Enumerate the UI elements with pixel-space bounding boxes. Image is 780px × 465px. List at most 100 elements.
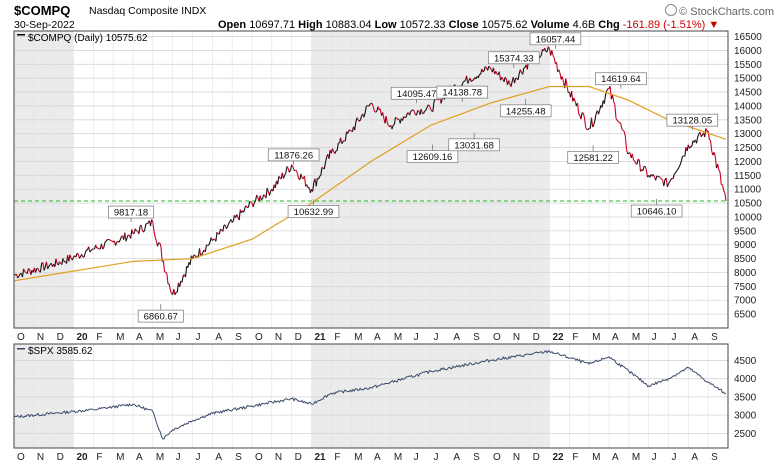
price-segment bbox=[88, 246, 91, 253]
x-tick-label: M bbox=[632, 452, 640, 463]
price-segment bbox=[303, 176, 307, 187]
x-tick-label: 21 bbox=[315, 332, 327, 343]
x-tick-label: J bbox=[652, 332, 657, 343]
price-segment bbox=[341, 141, 344, 145]
y-tick-label: 11000 bbox=[734, 185, 762, 196]
y-tick-label: 6500 bbox=[734, 310, 757, 321]
y-tick-label: 2500 bbox=[734, 429, 757, 440]
x-tick-label: S bbox=[235, 452, 242, 463]
price-segment bbox=[571, 90, 574, 102]
price-segment bbox=[247, 201, 251, 208]
price-segment bbox=[81, 254, 84, 258]
y-tick-label: 14000 bbox=[734, 101, 762, 112]
price-segment bbox=[159, 242, 162, 248]
price-segment bbox=[300, 173, 303, 179]
price-segment bbox=[254, 194, 258, 202]
price-segment bbox=[678, 164, 681, 168]
x-tick-label: N bbox=[275, 332, 282, 343]
price-segment bbox=[62, 258, 65, 263]
volume-value: 4.6B bbox=[572, 19, 596, 31]
x-tick-label: M bbox=[156, 332, 164, 343]
price-segment bbox=[323, 162, 327, 170]
price-segment bbox=[198, 248, 202, 256]
annotation-box bbox=[108, 205, 154, 219]
credit-link[interactable]: © StockCharts.com bbox=[665, 4, 774, 18]
price-segment bbox=[319, 174, 322, 177]
price-segment bbox=[587, 127, 590, 131]
price-segment bbox=[220, 228, 223, 231]
x-tick-label: O bbox=[17, 452, 25, 463]
y-tick-label: 4000 bbox=[734, 374, 757, 385]
y-tick-label: 10500 bbox=[734, 199, 762, 210]
price-segment bbox=[166, 273, 169, 285]
price-segment bbox=[189, 255, 192, 265]
price-segment bbox=[622, 129, 625, 132]
annotation-box bbox=[287, 205, 340, 218]
x-tick-label: 22 bbox=[553, 332, 565, 343]
price-segment bbox=[669, 179, 672, 183]
x-tick-label: O bbox=[493, 332, 501, 343]
price-segment bbox=[718, 169, 721, 173]
price-segment bbox=[617, 121, 620, 124]
price-segment bbox=[677, 167, 680, 170]
price-segment bbox=[695, 137, 699, 144]
legend-swatch bbox=[17, 34, 25, 36]
x-tick-label: M bbox=[354, 452, 362, 463]
price-segment bbox=[624, 136, 628, 150]
x-tick-label: S bbox=[711, 332, 718, 343]
ticker-symbol: $COMPQ bbox=[14, 3, 71, 18]
price-segment bbox=[225, 226, 228, 229]
price-segment bbox=[69, 254, 72, 259]
price-segment bbox=[522, 67, 525, 75]
price-segment bbox=[103, 242, 106, 248]
price-segment bbox=[623, 131, 626, 137]
spx-line bbox=[13, 350, 726, 440]
price-segment bbox=[306, 184, 309, 189]
price-segment bbox=[615, 118, 618, 121]
annotation-label: 14255.48 bbox=[506, 106, 546, 117]
price-segment bbox=[21, 268, 25, 278]
price-segment bbox=[673, 172, 676, 175]
x-tick-label: A bbox=[691, 452, 698, 463]
x-tick-label: 22 bbox=[553, 452, 565, 463]
price-segment bbox=[408, 111, 412, 116]
price-segment bbox=[263, 194, 266, 197]
price-segment bbox=[231, 220, 234, 223]
price-segment bbox=[713, 152, 716, 157]
x-tick-label: D bbox=[533, 452, 540, 463]
y-tick-label: 13000 bbox=[734, 129, 762, 140]
x-tick-label: F bbox=[334, 452, 340, 463]
annotation-box bbox=[406, 150, 459, 163]
price-segment bbox=[286, 166, 289, 169]
x-tick-label: F bbox=[96, 332, 102, 343]
price-segment bbox=[371, 103, 374, 108]
price-segment bbox=[91, 248, 94, 250]
price-segment bbox=[613, 101, 616, 105]
price-segment bbox=[580, 112, 583, 120]
close-label: Close bbox=[448, 19, 479, 31]
price-segment bbox=[432, 101, 435, 112]
price-segment bbox=[165, 271, 168, 274]
price-segment bbox=[498, 71, 502, 81]
price-segment bbox=[558, 69, 561, 74]
down-arrow-icon: ▼ bbox=[708, 19, 720, 31]
y-tick-label: 3500 bbox=[734, 392, 757, 403]
price-segment bbox=[625, 149, 629, 155]
price-segment bbox=[317, 175, 321, 180]
x-tick-label: D bbox=[295, 452, 302, 463]
price-segment bbox=[391, 125, 394, 130]
price-segment bbox=[95, 244, 98, 249]
price-segment bbox=[24, 271, 27, 274]
x-tick-label: M bbox=[394, 452, 402, 463]
price-segment bbox=[89, 250, 92, 253]
price-segment bbox=[151, 219, 154, 223]
y-tick-label: 15500 bbox=[734, 60, 762, 71]
x-tick-label: D bbox=[533, 332, 540, 343]
annotation-box bbox=[529, 32, 582, 46]
price-segment bbox=[483, 66, 486, 71]
price-segment bbox=[184, 266, 188, 278]
x-tick-label: A bbox=[215, 332, 222, 343]
price-segment bbox=[328, 149, 331, 159]
price-segment bbox=[428, 105, 432, 109]
price-segment bbox=[375, 110, 378, 113]
